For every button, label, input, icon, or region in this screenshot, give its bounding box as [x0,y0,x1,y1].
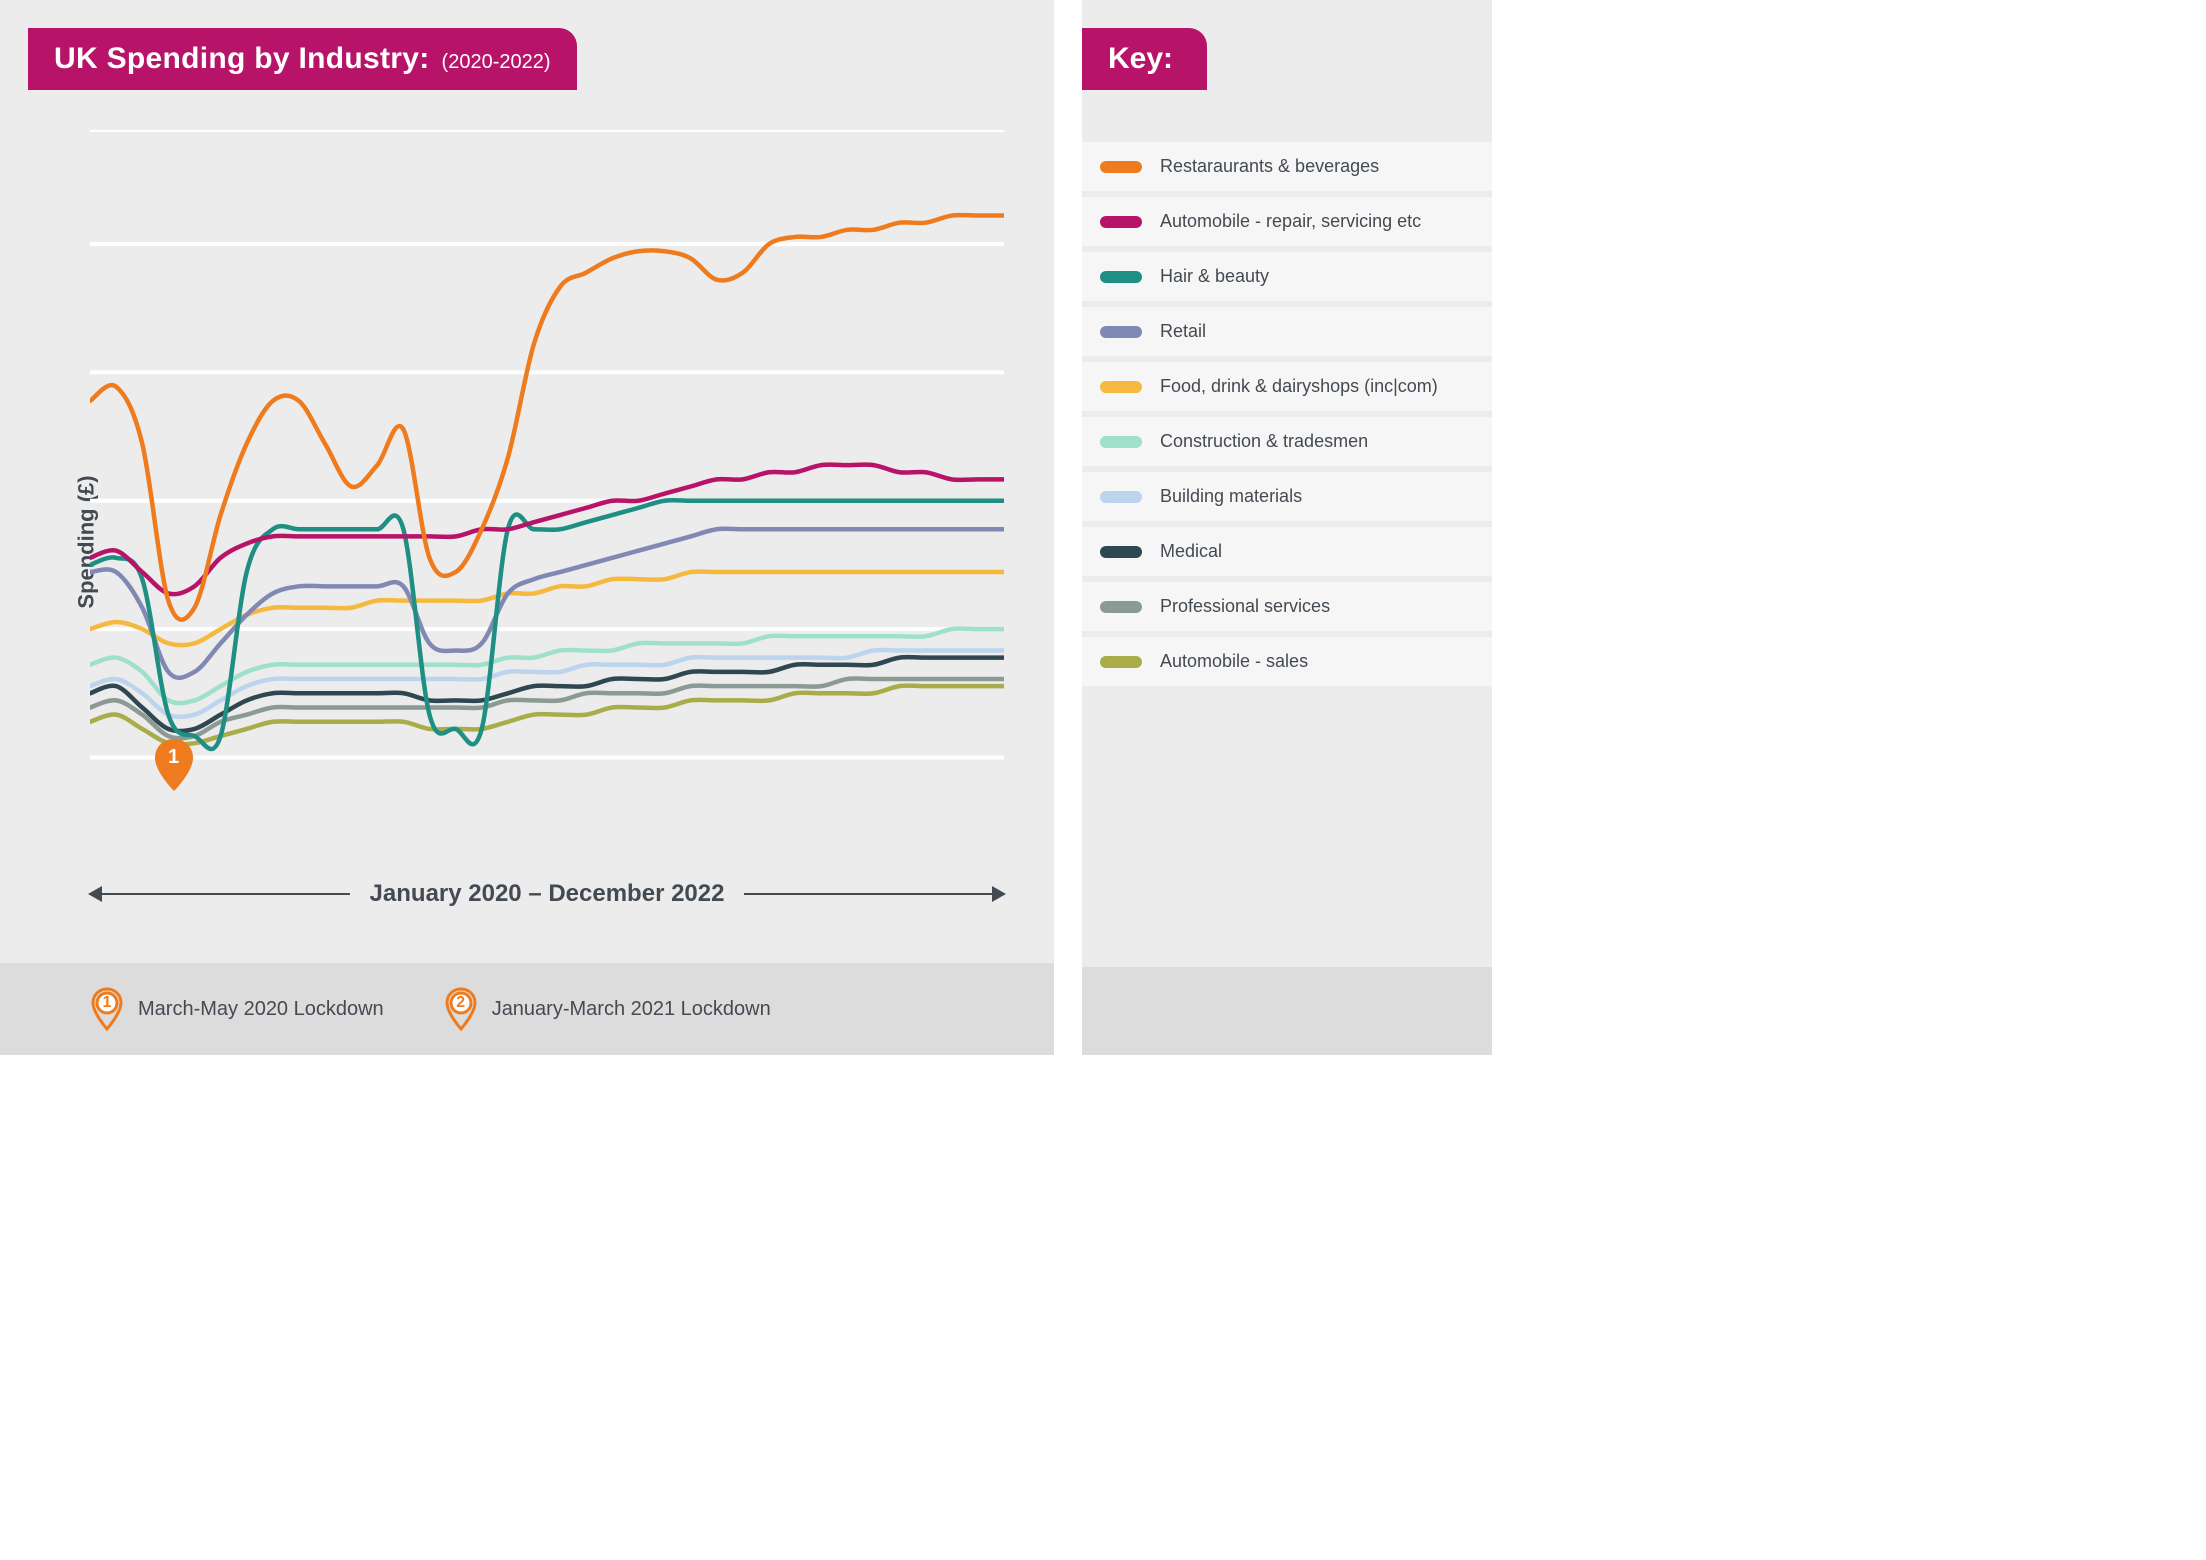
legend-swatch [1100,161,1142,173]
chart-annotation-pin: 1 [150,736,198,794]
annotation-pin-icon: 1 [90,987,124,1031]
legend-panel: Key: Restaraurants & beverages Automobile… [1082,0,1492,1055]
annotation-pin-icon: 2 [444,987,478,1031]
legend-item: Food, drink & dairyshops (inc|com) [1082,362,1492,411]
legend-footer [1082,967,1492,1055]
legend-swatch [1100,381,1142,393]
legend-swatch [1100,601,1142,613]
legend-label: Retail [1160,321,1206,342]
legend-item: Professional services [1082,582,1492,631]
legend-label: Hair & beauty [1160,266,1269,287]
legend-item: Hair & beauty [1082,252,1492,301]
infographic-container: UK Spending by Industry: (2020-2022) Spe… [0,0,1492,1055]
legend-swatch [1100,436,1142,448]
legend-swatch [1100,326,1142,338]
chart-title-bar: UK Spending by Industry: (2020-2022) [28,28,577,90]
x-axis-arrow-left [90,893,350,895]
legend-label: Building materials [1160,486,1302,507]
legend-label: Medical [1160,541,1222,562]
chart-plot: 1 [90,130,1004,843]
legend-label: Restaraurants & beverages [1160,156,1379,177]
legend-item: Restaraurants & beverages [1082,142,1492,191]
chart-subtitle: (2020-2022) [442,51,551,74]
annotations-footer: 1 March-May 2020 Lockdown 2 January-Marc… [0,963,1054,1055]
x-axis-row: January 2020 – December 2022 [90,880,1004,908]
legend-label: Professional services [1160,596,1330,617]
legend-item: Retail [1082,307,1492,356]
legend-swatch [1100,216,1142,228]
x-axis-arrow-right [744,893,1004,895]
legend-swatch [1100,271,1142,283]
legend-label: Food, drink & dairyshops (inc|com) [1160,376,1438,397]
annotation-label: January-March 2021 Lockdown [492,998,771,1021]
legend-item: Construction & tradesmen [1082,417,1492,466]
legend-label: Automobile - sales [1160,651,1308,672]
annotation-item: 1 March-May 2020 Lockdown [90,987,384,1031]
legend-item: Medical [1082,527,1492,576]
chart-title: UK Spending by Industry: [54,42,430,76]
series-line [90,215,1004,620]
chart-area: Spending (£) 1 January 2020 – December 2… [40,120,1014,963]
legend-title: Key: [1082,28,1207,90]
legend-list: Restaraurants & beverages Automobile - re… [1082,142,1492,686]
legend-item: Automobile - repair, servicing etc [1082,197,1492,246]
legend-item: Automobile - sales [1082,637,1492,686]
annotation-item: 2 January-March 2021 Lockdown [444,987,771,1031]
legend-label: Automobile - repair, servicing etc [1160,211,1421,232]
legend-item: Building materials [1082,472,1492,521]
legend-swatch [1100,546,1142,558]
chart-svg [90,130,1004,843]
legend-swatch [1100,491,1142,503]
annotation-label: March-May 2020 Lockdown [138,998,384,1021]
legend-label: Construction & tradesmen [1160,431,1368,452]
x-axis-label: January 2020 – December 2022 [370,880,725,908]
legend-swatch [1100,656,1142,668]
chart-panel: UK Spending by Industry: (2020-2022) Spe… [0,0,1054,1055]
